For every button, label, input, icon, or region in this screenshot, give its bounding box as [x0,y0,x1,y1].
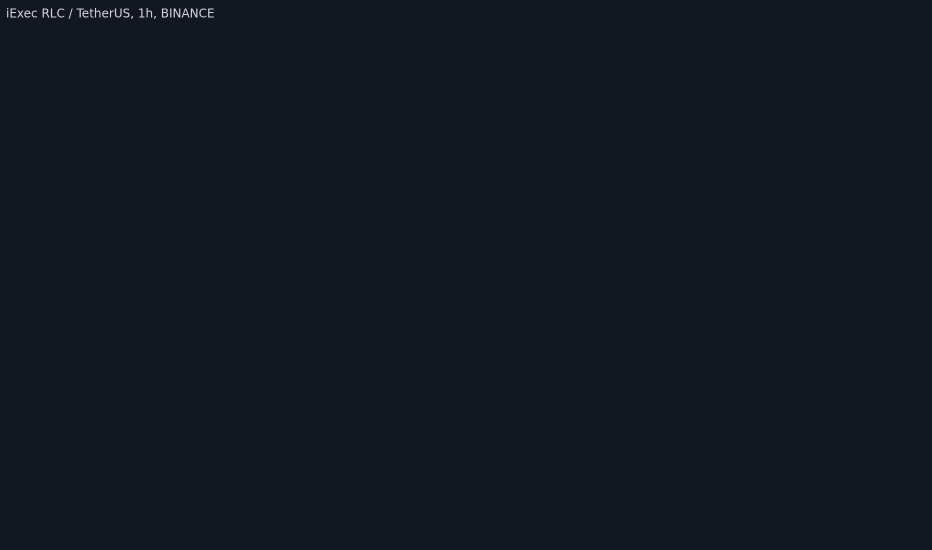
chart-title: iExec RLC / TetherUS, 1h, BINANCE [6,7,215,21]
